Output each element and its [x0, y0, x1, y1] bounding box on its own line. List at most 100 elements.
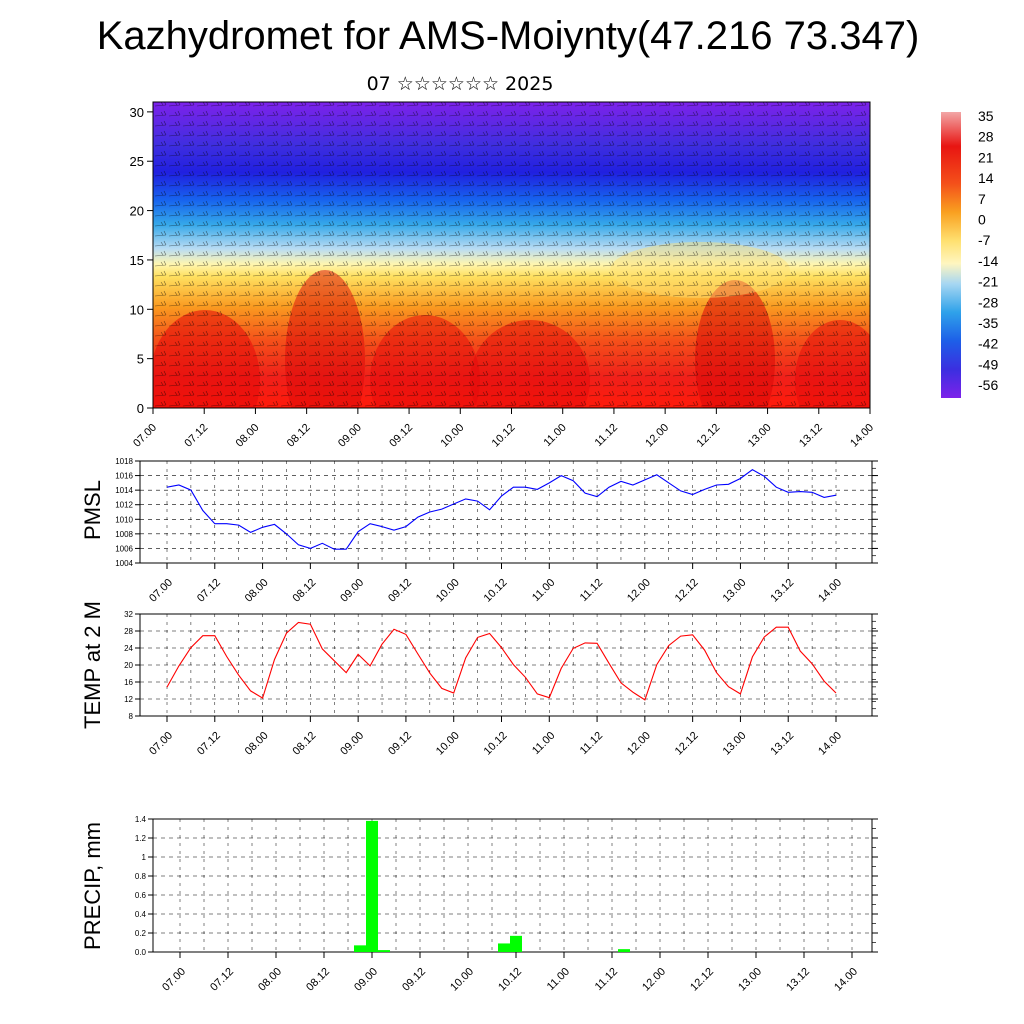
- colorbar-label: 14: [978, 170, 994, 186]
- chart-subtitle: 07 ☆☆☆☆☆☆ 2025: [366, 73, 554, 95]
- precip-bar: [510, 935, 522, 952]
- x-tick-label: 09.12: [400, 966, 428, 994]
- y-tick-label: 0.0: [135, 948, 147, 957]
- x-tick-label: 11.00: [545, 966, 572, 993]
- x-tick-label: 12.00: [625, 577, 653, 605]
- x-tick-label: 11.12: [578, 730, 605, 757]
- colorbar-label: -56: [978, 377, 998, 393]
- colorbar-label: -14: [978, 253, 998, 269]
- x-tick-label: 13.00: [721, 730, 749, 758]
- y-tick-label: 1010: [115, 515, 133, 524]
- y-tick-label: 28: [124, 627, 133, 636]
- x-tick-label: 08.00: [243, 577, 271, 605]
- y-tick-label: 1004: [115, 559, 133, 568]
- x-tick-label: 10.12: [482, 730, 510, 758]
- x-tick-label: 08.12: [291, 577, 319, 605]
- x-tick-label: 11.00: [530, 577, 557, 604]
- y-tick-label: 24: [124, 644, 133, 653]
- colorbar-label: 21: [978, 149, 994, 165]
- x-tick-label: 10.12: [482, 577, 510, 605]
- x-tick-label: 13.00: [736, 966, 764, 994]
- y-tick-label: 16: [124, 678, 133, 687]
- precip-bar: [378, 950, 390, 952]
- x-tick-label: 10.00: [448, 966, 476, 994]
- temp-series-line: [166, 621, 837, 701]
- x-tick-label: 08.00: [256, 966, 284, 994]
- x-tick-label: 07.12: [195, 577, 223, 605]
- x-tick-label: 13.12: [768, 577, 796, 605]
- panel-frame: [152, 818, 873, 953]
- precip-bar: [366, 820, 378, 952]
- panel-frame: [139, 460, 873, 564]
- y-tick-label: 1014: [115, 486, 133, 495]
- colorbar: [941, 112, 961, 398]
- x-tick-label: 12.12: [673, 730, 701, 758]
- colorbar-label: -28: [978, 294, 998, 310]
- y-tick-label: 30: [130, 105, 144, 120]
- x-tick-label: 10.00: [434, 577, 462, 605]
- y-tick-label: 0.2: [135, 929, 147, 938]
- precip-bar: [354, 945, 366, 952]
- colorbar-label: 28: [978, 129, 994, 145]
- y-axis-label: PMSL: [80, 480, 105, 540]
- x-tick-label: 11.12: [593, 966, 620, 993]
- x-tick-label: 12.00: [625, 730, 653, 758]
- x-tick-label: 07.00: [160, 966, 188, 994]
- colorbar-label: -35: [978, 315, 998, 331]
- colorbar-label: -42: [978, 336, 998, 352]
- y-axis-label: PRECIP, mm: [80, 822, 105, 950]
- y-tick-label: 1008: [115, 530, 133, 539]
- wind-barbs: [153, 102, 870, 408]
- x-tick-label: 12.00: [640, 966, 668, 994]
- x-tick-label: 08.12: [291, 730, 319, 758]
- colorbar-label: -7: [978, 232, 991, 248]
- y-tick-label: 25: [130, 154, 144, 169]
- y-tick-label: 0.8: [135, 872, 147, 881]
- y-tick-label: 12: [124, 695, 133, 704]
- y-tick-label: 0: [137, 401, 144, 416]
- x-tick-label: 09.00: [338, 730, 366, 758]
- x-tick-label: 13.12: [768, 730, 796, 758]
- x-tick-label: 07.00: [147, 730, 175, 758]
- y-tick-label: 32: [124, 610, 133, 619]
- y-tick-label: 1012: [115, 501, 133, 510]
- x-tick-label: 07.12: [195, 730, 223, 758]
- x-tick-label: 10.12: [496, 966, 524, 994]
- x-tick-label: 14.00: [816, 730, 844, 758]
- x-tick-label: 14.00: [816, 577, 844, 605]
- x-tick-label: 09.00: [352, 966, 380, 994]
- x-tick-label: 10.00: [434, 730, 462, 758]
- colorbar-label: 0: [978, 212, 986, 228]
- x-tick-label: 09.00: [338, 577, 366, 605]
- precip-bar: [498, 943, 510, 952]
- x-tick-label: 11.00: [530, 730, 557, 757]
- colorbar-label: 35: [978, 108, 994, 124]
- y-tick-label: 20: [124, 661, 133, 670]
- panel-frame: [139, 613, 873, 717]
- y-tick-label: 10: [130, 302, 144, 317]
- y-tick-label: 8: [129, 712, 134, 721]
- x-tick-label: 12.12: [673, 577, 701, 605]
- precip-bar: [618, 949, 630, 952]
- y-tick-label: 1016: [115, 472, 133, 481]
- y-tick-label: 1.4: [135, 815, 147, 824]
- y-tick-label: 20: [130, 204, 144, 219]
- y-tick-label: 0.6: [135, 891, 147, 900]
- pmsl-series-line: [166, 469, 837, 550]
- x-tick-label: 07.12: [208, 966, 236, 994]
- colorbar-label: -49: [978, 356, 998, 372]
- y-tick-label: 1.2: [135, 834, 147, 843]
- y-tick-label: 1: [142, 853, 147, 862]
- x-tick-label: 12.12: [688, 966, 716, 994]
- y-tick-label: 5: [137, 352, 144, 367]
- x-tick-label: 07.00: [147, 577, 175, 605]
- x-tick-label: 11.12: [578, 577, 605, 604]
- colorbar-label: -21: [978, 274, 998, 290]
- x-tick-label: 09.12: [386, 730, 414, 758]
- x-tick-label: 14.00: [832, 966, 860, 994]
- y-tick-label: 1006: [115, 544, 133, 553]
- y-axis-label: TEMP at 2 M: [80, 601, 105, 729]
- x-tick-label: 08.00: [243, 730, 271, 758]
